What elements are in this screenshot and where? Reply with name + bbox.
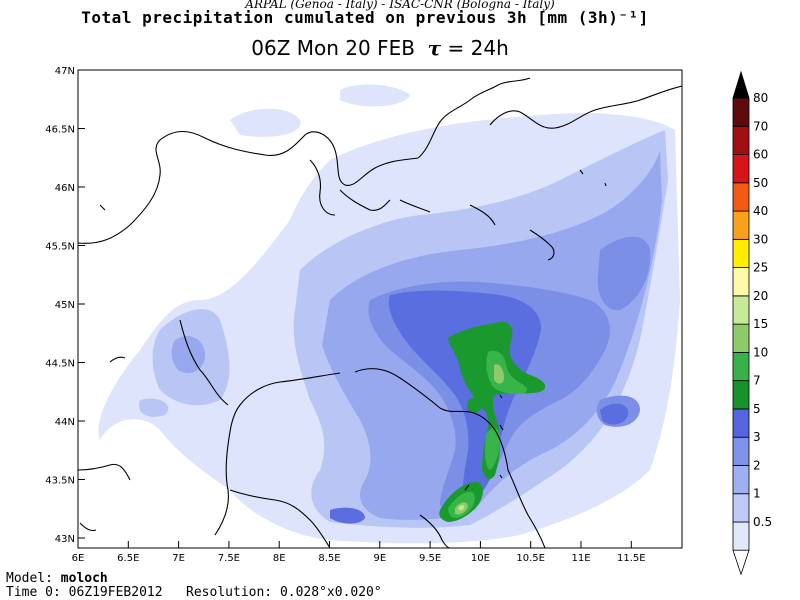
colorbar-box xyxy=(732,97,750,127)
precip-contour-20 xyxy=(458,505,465,511)
model-value: moloch xyxy=(60,571,108,586)
lat-tick-label: 44.5N xyxy=(45,359,75,370)
credit-line: ARPAL (Genoa - Italy) - ISAC-CNR (Bologn… xyxy=(245,0,555,11)
colorbar-label: 0.5 xyxy=(753,515,772,529)
lon-tick-label: 6.5E xyxy=(117,553,139,564)
colorbar-label: 40 xyxy=(753,204,768,218)
lat-tick-label: 47N xyxy=(55,66,75,77)
precip-contour-5b xyxy=(600,403,629,425)
colorbar-max-arrow xyxy=(732,70,750,99)
colorbar-box xyxy=(732,493,750,523)
colorbar-label: 2 xyxy=(753,458,761,472)
colorbar-min-arrow xyxy=(732,549,750,576)
colorbar-box xyxy=(732,182,750,212)
time-label: 06Z Mon 20 FEB τ = 24h xyxy=(0,36,760,60)
precip-field xyxy=(98,84,681,544)
colorbar-box xyxy=(732,351,750,382)
precip-contour-15 xyxy=(494,364,504,384)
lon-tick-label: 8.5E xyxy=(318,553,340,564)
precip-contour-7c xyxy=(467,397,483,413)
lat-tick-label: 44N xyxy=(55,417,75,428)
colorbar-label: 7 xyxy=(753,374,761,388)
colorbar-box xyxy=(732,465,750,495)
resolution-value: 0.028°x0.020° xyxy=(279,585,382,600)
colorbar-box xyxy=(732,125,750,155)
colorbar-label: 80 xyxy=(753,91,768,105)
lat-axis: 47N 46.5N 46N 45.5N 45N 44.5N 44N 43.5N 43N xyxy=(45,66,85,545)
lon-tick-label: 6E xyxy=(72,553,85,564)
footer-model: Model: moloch xyxy=(6,571,108,586)
colorbar-label: 10 xyxy=(753,345,768,359)
coastlines-borders xyxy=(78,77,682,548)
colorbar-label: 20 xyxy=(753,289,768,303)
colorbar-box xyxy=(732,295,750,325)
colorbar-box xyxy=(732,210,750,240)
precip-contour-05c xyxy=(340,84,410,107)
lat-tick-label: 43N xyxy=(55,534,75,545)
colorbar-label: 1 xyxy=(753,487,761,501)
colorbar: 0.5 1 2 3 5 7 10 15 20 25 30 40 50 60 70 80 xyxy=(732,70,772,576)
precip-contour-10 xyxy=(486,350,527,394)
colorbar-box xyxy=(732,267,750,297)
time0-value: 06Z19FEB2012 xyxy=(68,585,163,600)
lon-tick-label: 11E xyxy=(571,553,590,564)
precip-contour-3b xyxy=(597,236,651,311)
model-label: Model: xyxy=(6,571,53,586)
colorbar-box xyxy=(732,154,750,184)
resolution-label: Resolution: xyxy=(186,585,273,600)
footer-time: Time 0: 06Z19FEB2012 Resolution: 0.028°x… xyxy=(6,585,382,600)
colorbar-label: 50 xyxy=(753,176,768,190)
colorbar-label: 70 xyxy=(753,119,768,133)
lon-tick-label: 7.5E xyxy=(218,553,240,564)
colorbar-box xyxy=(732,380,750,410)
lat-tick-label: 46.5N xyxy=(45,125,75,136)
lon-tick-label: 10E xyxy=(471,553,490,564)
colorbar-label: 25 xyxy=(753,261,768,275)
colorbar-box xyxy=(732,436,750,466)
precip-contour-1c xyxy=(139,398,169,417)
lon-tick-label: 10.5E xyxy=(516,553,545,564)
colorbar-label: 3 xyxy=(753,430,761,444)
precip-contour-05b xyxy=(230,108,301,137)
lon-tick-label: 9.5E xyxy=(419,553,441,564)
lon-tick-label: 8E xyxy=(273,553,286,564)
colorbar-label: 5 xyxy=(753,402,761,416)
map-title: Total precipitation cumulated on previou… xyxy=(81,8,649,27)
time0-label: Time 0: xyxy=(6,585,61,600)
tau-symbol: τ xyxy=(427,36,442,60)
tau-value: = 24h xyxy=(447,36,509,60)
precip-contour-10b xyxy=(485,427,500,470)
time-text: 06Z Mon 20 FEB xyxy=(251,36,415,60)
colorbar-box xyxy=(732,323,750,353)
lat-tick-label: 45.5N xyxy=(45,242,75,253)
lon-tick-label: 9E xyxy=(373,553,386,564)
lat-tick-label: 43.5N xyxy=(45,476,75,487)
colorbar-label: 60 xyxy=(753,148,768,162)
precip-contour-5c xyxy=(330,507,365,524)
colorbar-box xyxy=(732,238,750,268)
lon-tick-label: 11.5E xyxy=(617,553,646,564)
precip-contour-7 xyxy=(448,321,546,480)
lat-tick-label: 46N xyxy=(55,183,75,194)
colorbar-box xyxy=(732,521,750,551)
colorbar-label: 15 xyxy=(753,317,768,331)
lon-tick-label: 7E xyxy=(172,553,185,564)
colorbar-label: 30 xyxy=(753,232,768,246)
lon-axis: 6E 6.5E 7E 7.5E 8E 8.5E 9E 9.5E 10E 10.5E 11E 11.5E xyxy=(72,541,646,564)
colorbar-box xyxy=(732,408,750,438)
lat-tick-label: 45N xyxy=(55,300,75,311)
